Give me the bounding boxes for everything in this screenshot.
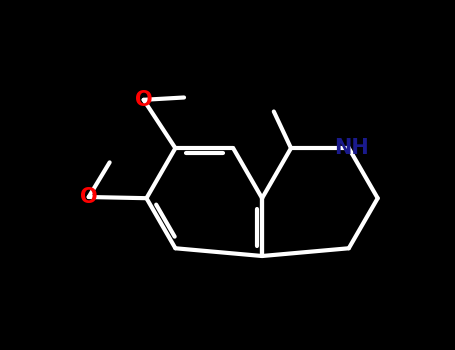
Text: NH: NH [334,138,369,158]
Text: O: O [80,187,97,207]
Text: O: O [135,90,152,110]
